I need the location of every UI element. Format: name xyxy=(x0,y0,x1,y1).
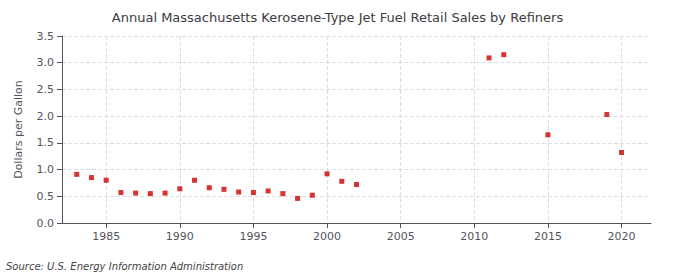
svg-text:2015: 2015 xyxy=(534,230,562,243)
svg-text:2005: 2005 xyxy=(387,230,415,243)
svg-text:3.0: 3.0 xyxy=(37,56,55,69)
svg-text:0.0: 0.0 xyxy=(37,217,55,230)
svg-text:2000: 2000 xyxy=(313,230,341,243)
svg-text:0.5: 0.5 xyxy=(37,190,55,203)
svg-text:2020: 2020 xyxy=(608,230,636,243)
svg-text:2010: 2010 xyxy=(460,230,488,243)
svg-text:2.5: 2.5 xyxy=(37,83,55,96)
svg-text:Source: U.S. Energy Informatio: Source: U.S. Energy Information Administ… xyxy=(6,261,243,272)
svg-text:3.5: 3.5 xyxy=(37,30,55,43)
svg-text:Annual Massachusetts Kerosene-: Annual Massachusetts Kerosene-Type Jet F… xyxy=(112,10,564,25)
svg-text:Dollars per Gallon: Dollars per Gallon xyxy=(12,80,25,179)
svg-text:1.0: 1.0 xyxy=(37,163,55,176)
svg-text:2.0: 2.0 xyxy=(37,110,55,123)
svg-text:1985: 1985 xyxy=(92,230,120,243)
svg-text:1.5: 1.5 xyxy=(37,136,55,149)
svg-text:1995: 1995 xyxy=(239,230,267,243)
svg-text:1990: 1990 xyxy=(166,230,194,243)
